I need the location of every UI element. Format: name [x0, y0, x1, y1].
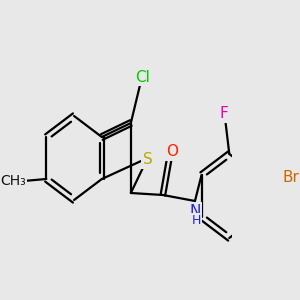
Text: Br: Br	[282, 169, 299, 184]
Text: Cl: Cl	[136, 70, 151, 85]
Text: S: S	[143, 152, 152, 167]
Text: O: O	[166, 145, 178, 160]
Text: H: H	[192, 214, 201, 227]
Text: F: F	[220, 106, 228, 122]
Text: CH₃: CH₃	[0, 174, 26, 188]
Text: N: N	[189, 203, 201, 218]
